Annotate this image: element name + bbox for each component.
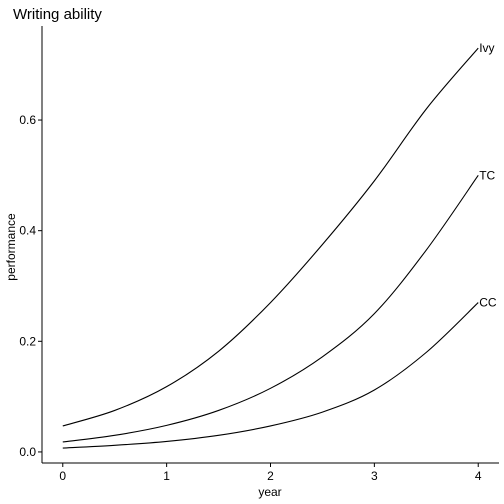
x-tick-label: 2 — [267, 469, 274, 483]
x-axis-ticks: 0 1 2 3 4 — [59, 463, 482, 483]
x-tick-label: 4 — [475, 469, 482, 483]
x-axis-label: year — [258, 485, 281, 499]
y-tick-label: 0.4 — [19, 224, 36, 238]
series-line-tc — [62, 175, 479, 443]
series-label-tc: TC — [479, 168, 495, 182]
x-tick-label: 3 — [371, 469, 378, 483]
chart-title: Writing ability — [13, 6, 102, 23]
series-line-ivy — [62, 47, 479, 427]
series-label-cc: CC — [479, 296, 497, 310]
x-tick-label: 0 — [59, 469, 66, 483]
series-lines: Ivy TC CC — [62, 41, 497, 449]
series-label-ivy: Ivy — [479, 41, 494, 55]
y-tick-label: 0.6 — [19, 113, 36, 127]
y-axis-ticks: 0.0 0.2 0.4 0.6 — [19, 113, 42, 459]
x-tick-label: 1 — [163, 469, 170, 483]
y-tick-label: 0.0 — [19, 445, 36, 459]
y-tick-label: 0.2 — [19, 334, 36, 348]
y-axis-label: performance — [4, 213, 18, 281]
series-line-cc — [62, 302, 479, 449]
